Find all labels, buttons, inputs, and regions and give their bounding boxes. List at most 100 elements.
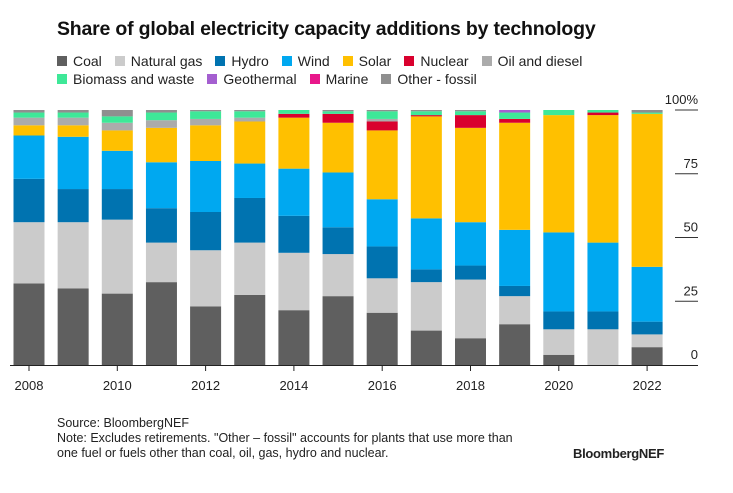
legend-swatch-marine bbox=[309, 74, 320, 84]
x-tick-label-2022: 2022 bbox=[633, 378, 662, 393]
bar-segment-nuclear-2016 bbox=[366, 121, 398, 131]
bar-segment-wind-2009 bbox=[57, 136, 89, 190]
bar-segment-wind-2011 bbox=[145, 162, 177, 209]
bar-segment-natural-gas-2018 bbox=[455, 279, 486, 339]
legend-row-1: Coal Natural gas Hydro Wind Solar Nuclea… bbox=[57, 52, 617, 70]
legend-swatch-natural-gas bbox=[114, 56, 125, 66]
legend-label-natural-gas: Natural gas bbox=[130, 53, 203, 69]
bar-2021 bbox=[587, 110, 619, 365]
bar-segment-wind-2008 bbox=[13, 135, 45, 179]
bar-segment-solar-2010 bbox=[101, 130, 133, 151]
legend-item-other-fossil: Other - fossil bbox=[381, 70, 477, 88]
bar-segment-solar-2016 bbox=[366, 130, 398, 200]
bar-segment-solar-2014 bbox=[278, 117, 310, 169]
legend: Coal Natural gas Hydro Wind Solar Nuclea… bbox=[57, 52, 617, 88]
bar-2022 bbox=[631, 110, 663, 365]
y-tick-label-100: 100% bbox=[665, 92, 699, 107]
source-text: Source: BloombergNEF bbox=[57, 416, 190, 430]
bar-segment-biomass-and-waste-2012 bbox=[190, 111, 222, 119]
x-tick-label-2008: 2008 bbox=[15, 378, 44, 393]
bar-segment-coal-2009 bbox=[57, 288, 89, 365]
bar-segment-biomass-and-waste-2021 bbox=[587, 110, 619, 113]
bar-segment-wind-2017 bbox=[410, 218, 442, 270]
bar-segment-natural-gas-2020 bbox=[543, 329, 575, 355]
bar-segment-solar-2008 bbox=[13, 125, 45, 136]
bar-segment-oil-and-diesel-2012 bbox=[190, 118, 222, 126]
bar-segment-nuclear-2019 bbox=[499, 118, 531, 123]
bar-segment-biomass-and-waste-2016 bbox=[366, 111, 398, 119]
bar-segment-natural-gas-2009 bbox=[57, 222, 89, 289]
legend-item-geothermal: Geothermal bbox=[207, 70, 297, 88]
bar-segment-other-fossil-2017 bbox=[410, 110, 442, 112]
bar-segment-other-fossil-2012 bbox=[190, 110, 222, 112]
bars-group bbox=[13, 110, 663, 366]
bar-segment-biomass-and-waste-2013 bbox=[234, 111, 266, 118]
x-tick-label-2018: 2018 bbox=[456, 378, 485, 393]
bar-segment-natural-gas-2017 bbox=[410, 282, 442, 331]
bar-2011 bbox=[145, 110, 177, 366]
bar-segment-biomass-and-waste-2022 bbox=[631, 112, 663, 114]
legend-label-biomass-and-waste: Biomass and waste bbox=[73, 71, 195, 87]
bar-segment-oil-and-diesel-2010 bbox=[101, 122, 133, 131]
y-tick-label-25: 25 bbox=[684, 283, 698, 298]
legend-item-marine: Marine bbox=[309, 70, 368, 88]
legend-item-coal: Coal bbox=[57, 52, 102, 70]
legend-label-geothermal: Geothermal bbox=[223, 71, 297, 87]
legend-item-solar: Solar bbox=[342, 52, 391, 70]
legend-swatch-nuclear bbox=[404, 56, 415, 66]
bar-segment-wind-2012 bbox=[190, 161, 222, 212]
bar-segment-natural-gas-2012 bbox=[190, 250, 222, 307]
legend-item-nuclear: Nuclear bbox=[404, 52, 469, 70]
note-line-2: one fuel or fuels other than coal, oil, … bbox=[57, 446, 389, 460]
x-tick-label-2010: 2010 bbox=[103, 378, 132, 393]
bar-2012 bbox=[190, 110, 222, 365]
bar-segment-natural-gas-2014 bbox=[278, 252, 310, 311]
bar-segment-wind-2010 bbox=[101, 150, 133, 190]
bar-2008 bbox=[13, 110, 45, 365]
bar-segment-natural-gas-2016 bbox=[366, 278, 398, 313]
bar-segment-geothermal-2019 bbox=[499, 110, 531, 113]
bar-segment-oil-and-diesel-2013 bbox=[234, 117, 266, 122]
legend-swatch-hydro bbox=[215, 56, 226, 66]
bar-segment-coal-2022 bbox=[631, 347, 663, 365]
brand-logo: BloombergNEF bbox=[573, 446, 665, 461]
y-tick-label-50: 50 bbox=[684, 220, 698, 235]
bar-segment-coal-2017 bbox=[410, 330, 442, 365]
bar-segment-solar-2015 bbox=[322, 122, 354, 173]
bar-segment-hydro-2017 bbox=[410, 269, 442, 283]
bar-segment-nuclear-2015 bbox=[322, 113, 354, 123]
bar-segment-other-fossil-2010 bbox=[101, 110, 133, 117]
bar-segment-natural-gas-2019 bbox=[499, 296, 531, 325]
bar-segment-wind-2022 bbox=[631, 266, 663, 322]
bar-segment-coal-2018 bbox=[455, 338, 486, 365]
bar-segment-biomass-and-waste-2017 bbox=[410, 111, 442, 116]
bar-segment-coal-2008 bbox=[13, 283, 45, 365]
bar-segment-other-fossil-2008 bbox=[13, 110, 45, 113]
bar-segment-biomass-and-waste-2010 bbox=[101, 116, 133, 123]
bar-segment-wind-2013 bbox=[234, 163, 266, 198]
bar-segment-hydro-2014 bbox=[278, 215, 310, 253]
bar-segment-coal-2013 bbox=[234, 294, 266, 366]
bar-segment-natural-gas-2008 bbox=[13, 222, 45, 284]
bar-segment-hydro-2018 bbox=[455, 265, 486, 280]
bar-2018 bbox=[455, 110, 486, 365]
legend-swatch-oil-and-diesel bbox=[481, 56, 492, 66]
bar-2020 bbox=[543, 110, 575, 365]
bar-segment-hydro-2022 bbox=[631, 321, 663, 335]
legend-swatch-geothermal bbox=[207, 74, 218, 84]
bar-segment-coal-2016 bbox=[366, 312, 398, 365]
bar-segment-hydro-2020 bbox=[543, 311, 575, 330]
bar-segment-nuclear-2014 bbox=[278, 113, 310, 118]
legend-label-other-fossil: Other - fossil bbox=[397, 71, 477, 87]
bar-segment-hydro-2009 bbox=[57, 189, 89, 223]
bar-segment-hydro-2021 bbox=[587, 311, 619, 330]
bar-segment-natural-gas-2022 bbox=[631, 334, 663, 348]
chart-title: Share of global electricity capacity add… bbox=[57, 18, 596, 40]
bar-segment-nuclear-2017 bbox=[410, 115, 442, 117]
bar-segment-coal-2020 bbox=[543, 354, 575, 365]
bar-segment-oil-and-diesel-2008 bbox=[13, 117, 45, 126]
bar-2019 bbox=[499, 110, 531, 365]
bar-2017 bbox=[410, 110, 442, 365]
bar-segment-solar-2009 bbox=[57, 125, 89, 137]
